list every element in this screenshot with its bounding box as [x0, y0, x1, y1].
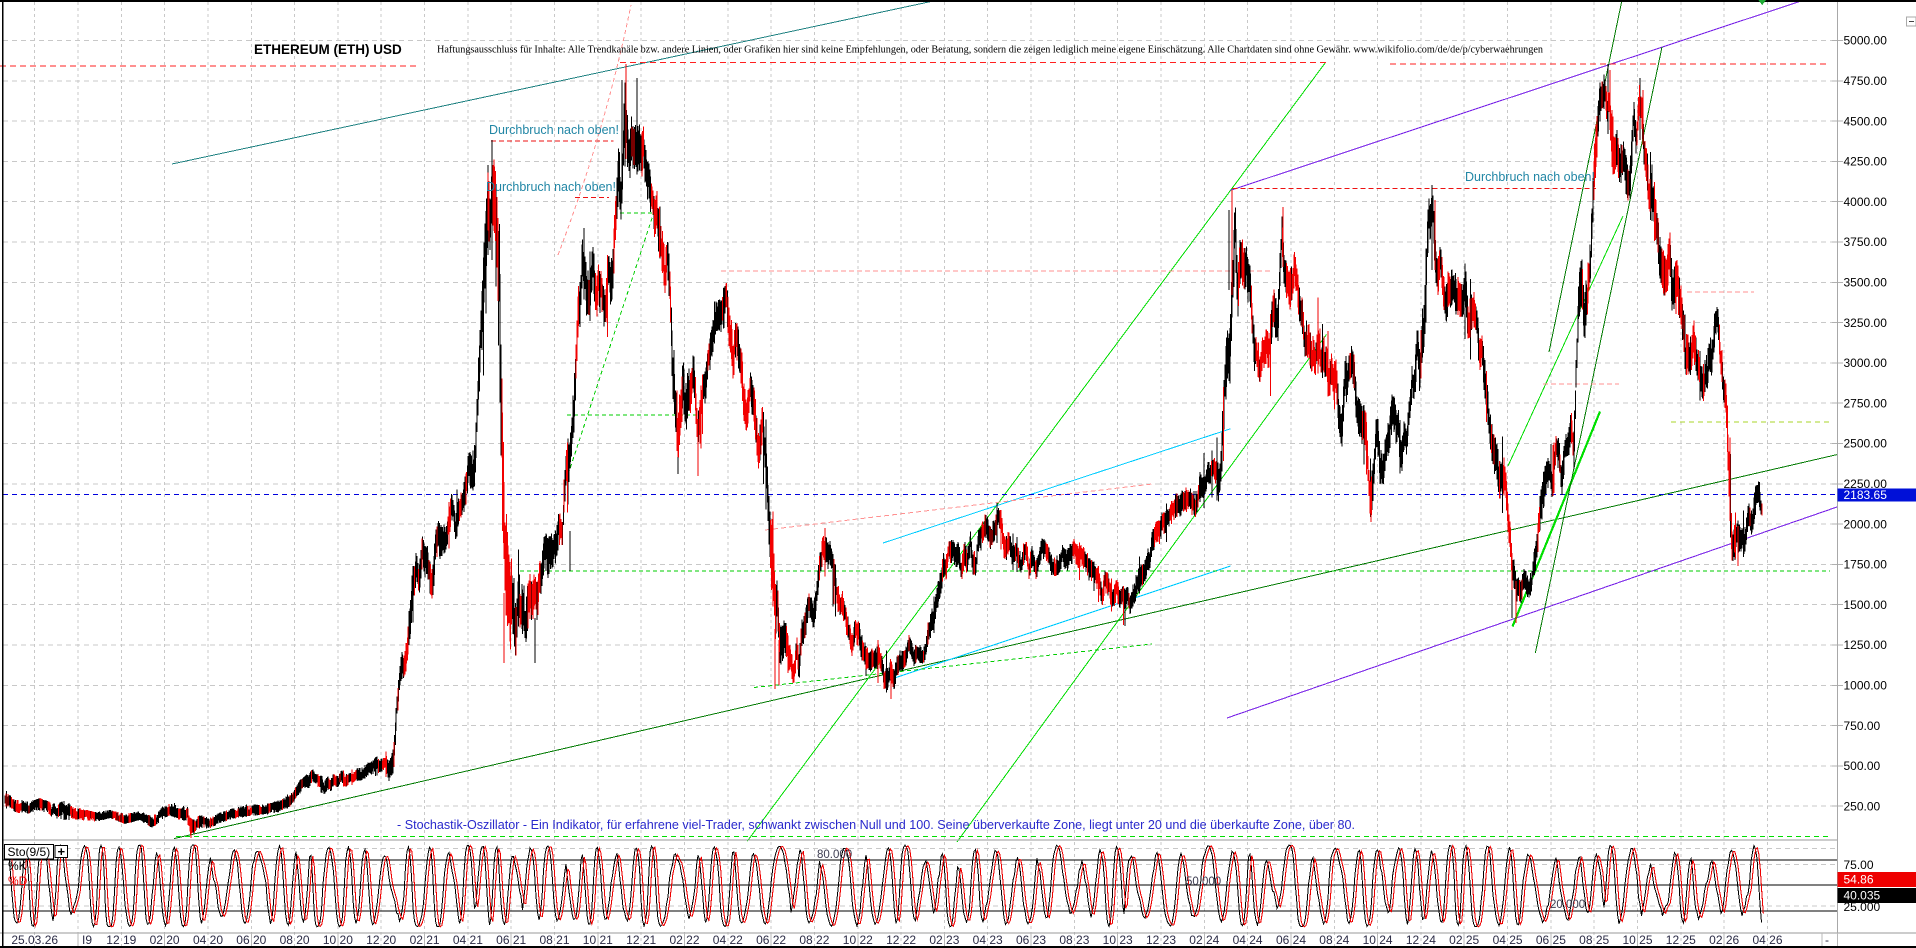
svg-text:2250.00: 2250.00 — [1844, 477, 1888, 491]
svg-text:10 22: 10 22 — [843, 933, 873, 947]
svg-text:06 20: 06 20 — [236, 933, 266, 947]
svg-text:10 25: 10 25 — [1622, 933, 1652, 947]
svg-text:-: - — [1825, 933, 1829, 947]
svg-text:08 21: 08 21 — [539, 933, 569, 947]
svg-text:4750.00: 4750.00 — [1844, 74, 1888, 88]
svg-text:2750.00: 2750.00 — [1844, 396, 1888, 410]
svg-text:08 25: 08 25 — [1579, 933, 1609, 947]
svg-text:80.000: 80.000 — [817, 849, 852, 861]
svg-text:+: + — [58, 844, 66, 859]
svg-text:06 25: 06 25 — [1536, 933, 1566, 947]
svg-text:2500.00: 2500.00 — [1844, 437, 1888, 451]
svg-text:06 22: 06 22 — [756, 933, 786, 947]
svg-text:Durchbruch nach oben!: Durchbruch nach oben! — [489, 123, 619, 137]
svg-text:2183.65: 2183.65 — [1844, 488, 1888, 502]
svg-text:08 22: 08 22 — [799, 933, 829, 947]
svg-text:25.000: 25.000 — [1844, 900, 1881, 914]
svg-text:12 25: 12 25 — [1666, 933, 1696, 947]
svg-text:12 24: 12 24 — [1406, 933, 1436, 947]
svg-text:04 21: 04 21 — [453, 933, 483, 947]
svg-text:%D: %D — [8, 874, 28, 888]
svg-text:3250.00: 3250.00 — [1844, 316, 1888, 330]
svg-text:12 20: 12 20 — [366, 933, 396, 947]
svg-text:40.035: 40.035 — [1844, 889, 1881, 903]
svg-text:2000.00: 2000.00 — [1844, 517, 1888, 531]
svg-text:06 24: 06 24 — [1276, 933, 1306, 947]
svg-text:5000.00: 5000.00 — [1844, 34, 1888, 48]
svg-text:4000.00: 4000.00 — [1844, 195, 1888, 209]
svg-text:50.000: 50.000 — [1186, 876, 1221, 888]
svg-text:1750.00: 1750.00 — [1844, 558, 1888, 572]
svg-text:Haftungsausschluss für Inhalte: Haftungsausschluss für Inhalte: Alle Tre… — [437, 45, 1543, 56]
svg-text:08 20: 08 20 — [280, 933, 310, 947]
svg-text:- Stochastik-Oszillator - Ein: - Stochastik-Oszillator - Ein Indikator,… — [397, 818, 1355, 832]
svg-text:04 25: 04 25 — [1493, 933, 1523, 947]
svg-text:12 22: 12 22 — [886, 933, 916, 947]
svg-text:10 20: 10 20 — [323, 933, 353, 947]
svg-text:06 23: 06 23 — [1016, 933, 1046, 947]
svg-text:02 25: 02 25 — [1449, 933, 1479, 947]
svg-text:4500.00: 4500.00 — [1844, 114, 1888, 128]
svg-text:3500.00: 3500.00 — [1844, 276, 1888, 290]
svg-text:25.03.26: 25.03.26 — [11, 933, 58, 947]
svg-text:3750.00: 3750.00 — [1844, 235, 1888, 249]
svg-text:04 26: 04 26 — [1752, 933, 1782, 947]
svg-text:20.000: 20.000 — [1550, 899, 1585, 911]
svg-text:04 22: 04 22 — [713, 933, 743, 947]
svg-text:12 23: 12 23 — [1146, 933, 1176, 947]
svg-text:ETHEREUM (ETH) USD: ETHEREUM (ETH) USD — [254, 42, 402, 57]
svg-text:750.00: 750.00 — [1844, 719, 1881, 733]
svg-text:12 21: 12 21 — [626, 933, 656, 947]
svg-text:54.86: 54.86 — [1844, 873, 1874, 887]
svg-text:12 19: 12 19 — [106, 933, 136, 947]
svg-text:75.00: 75.00 — [1844, 858, 1874, 872]
svg-text:02 22: 02 22 — [669, 933, 699, 947]
svg-text:10 23: 10 23 — [1103, 933, 1133, 947]
svg-text:4250.00: 4250.00 — [1844, 155, 1888, 169]
svg-text:10 24: 10 24 — [1363, 933, 1393, 947]
svg-text:02 21: 02 21 — [410, 933, 440, 947]
svg-text:06 21: 06 21 — [496, 933, 526, 947]
svg-text:04 23: 04 23 — [973, 933, 1003, 947]
svg-text:02 24: 02 24 — [1189, 933, 1219, 947]
svg-text:04 20: 04 20 — [193, 933, 223, 947]
svg-text:08 23: 08 23 — [1059, 933, 1089, 947]
svg-text:10 21: 10 21 — [583, 933, 613, 947]
svg-text:1000.00: 1000.00 — [1844, 679, 1888, 693]
svg-text:I9: I9 — [82, 933, 92, 947]
svg-text:500.00: 500.00 — [1844, 759, 1881, 773]
svg-text:1250.00: 1250.00 — [1844, 638, 1888, 652]
svg-text:Sto(9/5): Sto(9/5) — [8, 845, 51, 859]
svg-text:250.00: 250.00 — [1844, 799, 1881, 813]
svg-text:04 24: 04 24 — [1233, 933, 1263, 947]
svg-text:02 26: 02 26 — [1709, 933, 1739, 947]
svg-text:02 20: 02 20 — [150, 933, 180, 947]
svg-text:02 23: 02 23 — [929, 933, 959, 947]
svg-text:1500.00: 1500.00 — [1844, 598, 1888, 612]
svg-text:Durchbruch nach oben!: Durchbruch nach oben! — [486, 180, 616, 194]
svg-text:%K: %K — [8, 859, 27, 873]
svg-text:Durchbruch nach oben!: Durchbruch nach oben! — [1465, 170, 1595, 184]
svg-text:08 24: 08 24 — [1319, 933, 1349, 947]
svg-text:3000.00: 3000.00 — [1844, 356, 1888, 370]
